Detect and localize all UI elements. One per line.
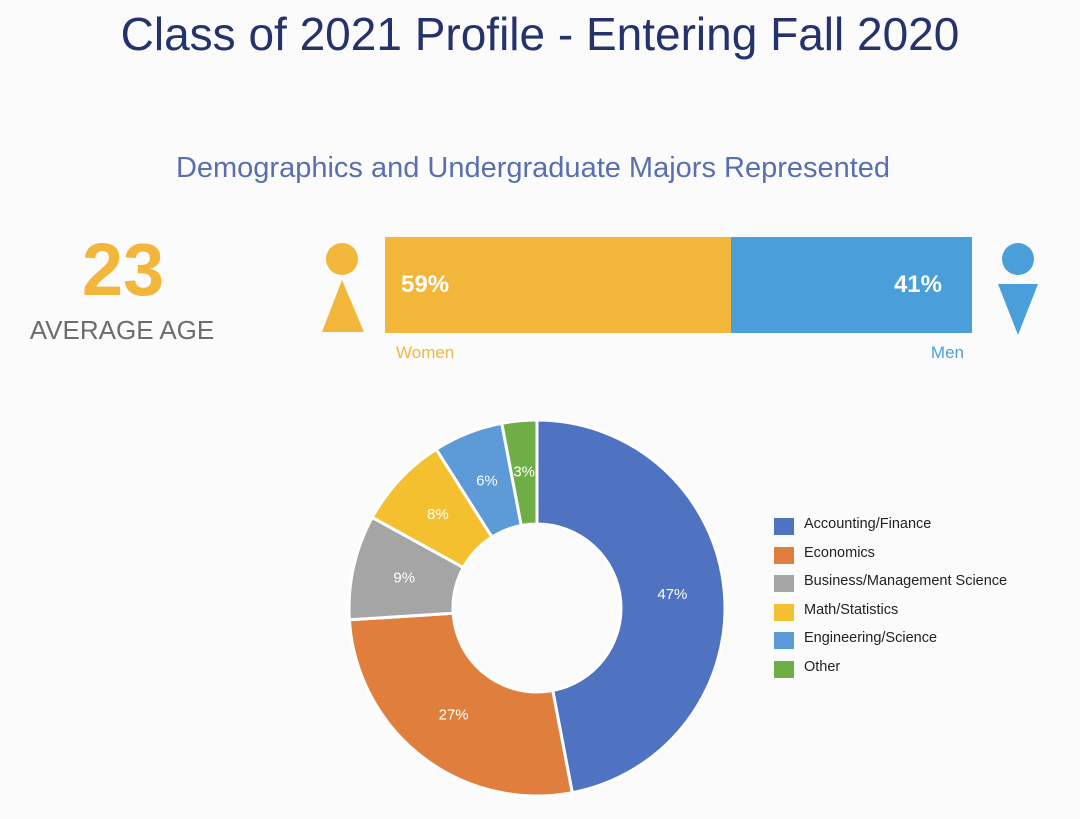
men-segment: 41%: [731, 237, 972, 333]
gender-bar: 59% 41%: [385, 237, 972, 333]
legend-swatch: [774, 518, 794, 535]
legend-swatch: [774, 660, 794, 678]
male-icon: [998, 243, 1038, 335]
slice-label: 3%: [513, 464, 535, 481]
average-age-value: 23: [81, 228, 165, 311]
slice-label: 8%: [427, 506, 449, 523]
legend-swatch: [774, 632, 794, 649]
men-percent: 41%: [893, 271, 942, 298]
slice-other: [500, 418, 539, 528]
average-age-label: AVERAGE AGE: [29, 315, 215, 345]
legend-label: Math/Statistics: [804, 601, 899, 618]
page-subtitle: Demographics and Undergraduate Majors Re…: [175, 152, 891, 184]
slice-label: 9%: [393, 569, 415, 586]
women-label: Women: [396, 343, 455, 362]
legend-label: Economics: [804, 544, 875, 561]
men-label: Men: [930, 343, 964, 362]
legend-label: Other: [804, 658, 841, 675]
slice-economics: [347, 611, 574, 798]
legend-swatch: [774, 603, 794, 621]
women-percent: 59%: [401, 271, 450, 298]
slice-accounting-finance: [535, 418, 727, 795]
slice-label: 6%: [476, 473, 498, 490]
legend-swatch: [774, 546, 794, 564]
slice-label: 47%: [657, 586, 687, 603]
women-segment: 59%: [385, 237, 732, 333]
female-icon: [322, 243, 364, 332]
page-title: Class of 2021 Profile - Entering Fall 20…: [120, 8, 960, 60]
legend-label: Accounting/Finance: [804, 516, 932, 532]
slice-label: 27%: [439, 706, 469, 723]
legend-label: Engineering/Science: [804, 630, 938, 646]
legend-swatch: [774, 575, 794, 592]
legend-label: Business/Management Science: [804, 573, 1008, 589]
